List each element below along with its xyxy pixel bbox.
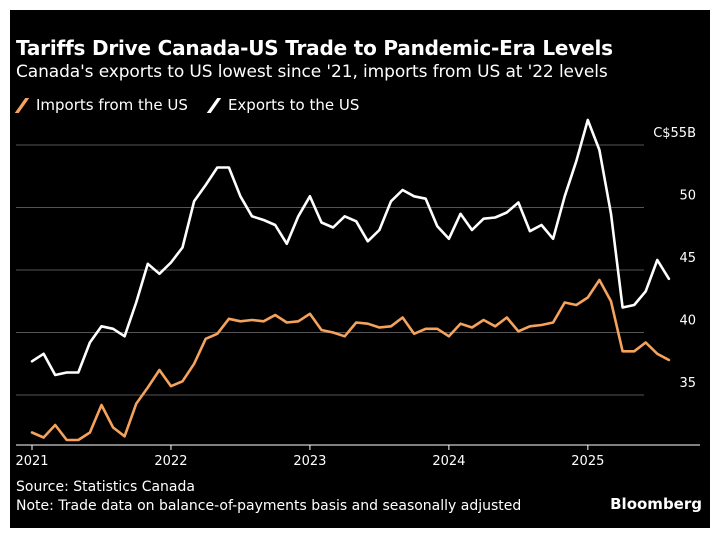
chart-title: Tariffs Drive Canada-US Trade to Pandemi… xyxy=(16,36,613,60)
methodology-note: Note: Trade data on balance-of-payments … xyxy=(16,498,522,514)
y-tick-label-40: 40 xyxy=(679,314,696,329)
bloomberg-logo: Bloomberg xyxy=(610,495,702,513)
y-tick-label-35: 35 xyxy=(679,376,696,391)
legend-label-imports: Imports from the US xyxy=(36,96,188,114)
source-note: Source: Statistics Canada xyxy=(16,479,195,495)
x-tick-label-2024: 2024 xyxy=(432,454,465,469)
chart-card: Tariffs Drive Canada-US Trade to Pandemi… xyxy=(10,10,710,528)
x-tick-label-2022: 2022 xyxy=(154,454,187,469)
line-chart: 35 40 45 50 C$55B 2021 2022 2023 2024 2025 xyxy=(15,118,700,469)
legend-item-imports: Imports from the US xyxy=(14,96,188,114)
x-tick-label-2025: 2025 xyxy=(571,454,604,469)
legend-label-exports: Exports to the US xyxy=(227,96,360,114)
y-tick-label-50: 50 xyxy=(679,189,696,204)
exports-line xyxy=(30,118,671,377)
y-tick-label-55: C$55B xyxy=(653,126,696,141)
chart-subtitle: Canada's exports to US lowest since '21,… xyxy=(16,62,608,82)
legend-item-exports: Exports to the US xyxy=(206,96,360,114)
legend: Imports from the US Exports to the US xyxy=(14,96,379,114)
x-tick-label-2023: 2023 xyxy=(293,454,326,469)
y-tick-label-45: 45 xyxy=(679,251,696,266)
x-tick-label-2021: 2021 xyxy=(15,454,48,469)
imports-line xyxy=(30,278,671,442)
